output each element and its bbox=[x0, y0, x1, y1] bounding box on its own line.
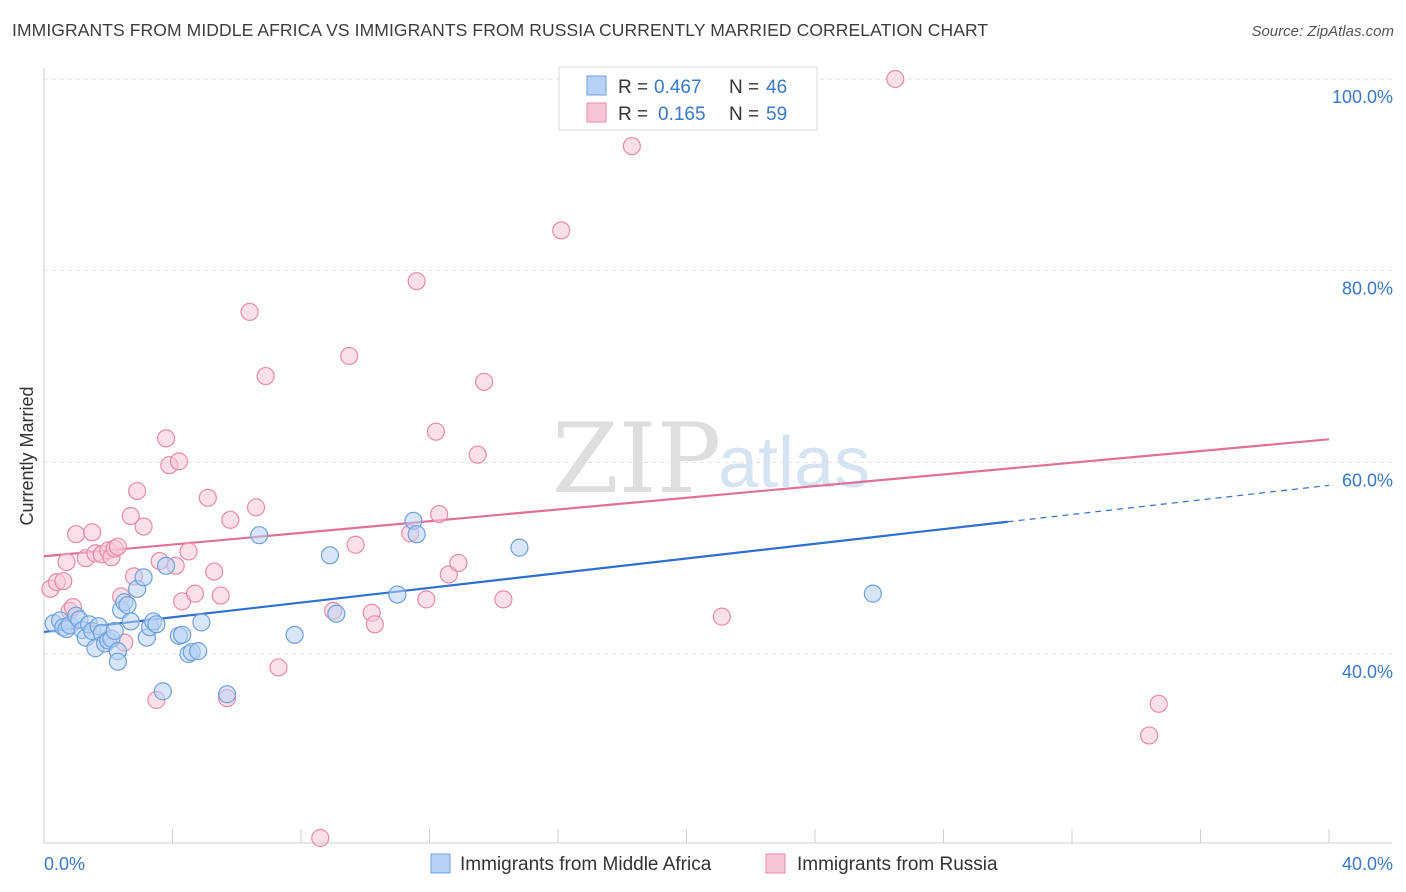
chart-title: IMMIGRANTS FROM MIDDLE AFRICA VS IMMIGRA… bbox=[12, 20, 989, 40]
stats-n-label-1: N = bbox=[729, 77, 759, 98]
data-point-middle-africa bbox=[189, 642, 208, 661]
data-point-russia bbox=[198, 488, 217, 507]
data-point-russia bbox=[468, 445, 487, 464]
stats-swatch-pink bbox=[586, 102, 607, 123]
data-point-middle-africa bbox=[153, 682, 172, 701]
data-point-russia bbox=[475, 372, 494, 391]
data-point-russia bbox=[121, 506, 140, 526]
data-point-middle-africa bbox=[407, 525, 426, 544]
data-point-russia bbox=[108, 537, 127, 556]
source-credit: Source: ZipAtlas.com bbox=[1251, 23, 1394, 40]
stats-n-value-2: 59 bbox=[766, 104, 787, 125]
data-point-russia bbox=[83, 523, 102, 542]
data-point-middle-africa bbox=[105, 621, 124, 641]
stats-r-label-2: R = bbox=[618, 104, 648, 125]
data-point-middle-africa bbox=[118, 596, 137, 615]
stats-n-value-1: 46 bbox=[766, 77, 787, 98]
data-point-middle-africa bbox=[510, 538, 529, 557]
data-point-russia bbox=[552, 221, 571, 240]
data-point-russia bbox=[417, 590, 436, 609]
data-point-russia bbox=[622, 136, 641, 156]
data-point-russia bbox=[54, 572, 73, 591]
x-tick-marks bbox=[43, 829, 1330, 843]
legend-label-russia: Immigrants from Russia bbox=[797, 854, 998, 875]
data-point-russia bbox=[407, 272, 426, 291]
legend-swatch-russia bbox=[765, 853, 786, 874]
data-point-middle-africa bbox=[121, 612, 140, 631]
legend-swatch-middle-africa bbox=[430, 853, 451, 874]
data-point-russia bbox=[1139, 726, 1159, 745]
watermark: ZIP atlas bbox=[552, 403, 870, 515]
y-tick-label: 60.0% bbox=[1342, 470, 1393, 490]
data-point-russia bbox=[430, 504, 449, 524]
trend-line-middle-africa bbox=[43, 520, 1008, 634]
data-point-russia bbox=[494, 590, 513, 609]
data-point-middle-africa bbox=[863, 584, 882, 603]
grid-lines bbox=[44, 78, 1392, 655]
legend: Immigrants from Middle Africa Immigrants… bbox=[430, 853, 998, 875]
stats-r-value-1: 0.467 bbox=[654, 77, 702, 98]
data-point-russia bbox=[256, 366, 275, 386]
data-point-middle-africa bbox=[320, 546, 340, 565]
watermark-atlas: atlas bbox=[718, 423, 870, 503]
stats-r-value-2: 0.165 bbox=[658, 104, 706, 125]
data-point-middle-africa bbox=[218, 685, 237, 704]
data-point-middle-africa bbox=[192, 613, 211, 632]
data-point-russia bbox=[449, 553, 468, 573]
data-point-russia bbox=[269, 658, 288, 677]
axes bbox=[43, 68, 1392, 844]
watermark-zip: ZIP bbox=[552, 403, 721, 515]
data-point-middle-africa bbox=[173, 625, 192, 644]
x-tick-label-min: 0.0% bbox=[44, 854, 85, 874]
stats-r-label-1: R = bbox=[618, 77, 648, 98]
stats-box: R = 0.467 N = 46 R = 0.165 N = 59 bbox=[558, 66, 818, 131]
data-point-middle-africa bbox=[108, 652, 127, 671]
data-point-middle-africa bbox=[134, 568, 153, 587]
y-tick-label: 100.0% bbox=[1332, 87, 1393, 107]
data-point-middle-africa bbox=[327, 604, 346, 623]
y-tick-labels: 40.0% 60.0% 80.0% 100.0% bbox=[1332, 87, 1393, 682]
data-point-russia bbox=[57, 552, 76, 572]
data-point-russia bbox=[712, 607, 731, 626]
data-point-russia bbox=[221, 510, 240, 529]
stats-n-label-2: N = bbox=[729, 104, 759, 125]
data-point-russia bbox=[311, 828, 330, 848]
data-point-russia bbox=[185, 584, 205, 603]
data-point-middle-africa bbox=[156, 556, 176, 575]
data-point-russia bbox=[134, 517, 153, 536]
data-point-russia bbox=[340, 346, 359, 366]
data-point-russia bbox=[240, 302, 259, 321]
data-point-middle-africa bbox=[285, 625, 304, 644]
data-point-russia bbox=[346, 535, 365, 554]
data-point-russia bbox=[365, 615, 384, 634]
data-point-russia bbox=[128, 481, 147, 501]
x-tick-label-max: 40.0% bbox=[1342, 854, 1393, 874]
legend-label-middle-africa: Immigrants from Middle Africa bbox=[460, 854, 712, 875]
data-point-middle-africa bbox=[147, 615, 166, 634]
data-point-russia bbox=[246, 498, 266, 517]
y-tick-label: 40.0% bbox=[1342, 662, 1393, 682]
data-point-russia bbox=[426, 422, 446, 441]
data-point-russia bbox=[67, 525, 86, 544]
data-point-russia bbox=[211, 586, 230, 605]
stats-swatch-blue bbox=[586, 75, 607, 96]
trend-line-middle-africa-extension bbox=[1007, 484, 1330, 523]
y-axis-label: Currently Married bbox=[17, 386, 37, 525]
series-middle-africa-points bbox=[44, 511, 882, 704]
data-point-middle-africa bbox=[388, 585, 407, 604]
data-point-russia bbox=[179, 542, 198, 561]
data-point-middle-africa bbox=[250, 526, 269, 545]
data-point-russia bbox=[886, 69, 905, 89]
data-point-russia bbox=[1149, 694, 1168, 713]
data-point-russia bbox=[156, 429, 176, 448]
data-point-russia bbox=[205, 562, 224, 581]
data-point-russia bbox=[169, 452, 189, 471]
y-tick-label: 80.0% bbox=[1342, 279, 1393, 299]
